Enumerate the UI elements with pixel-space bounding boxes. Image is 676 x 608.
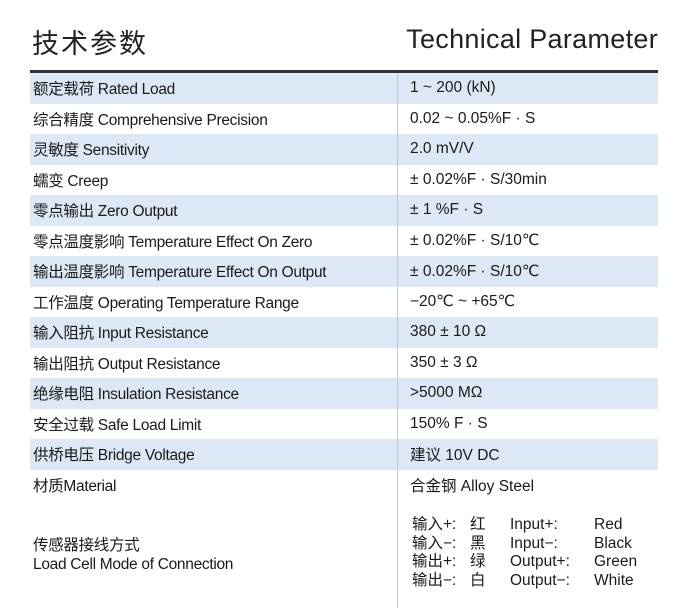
param-value: 2.0 mV/V xyxy=(410,140,474,158)
wire-en-label: Output+: xyxy=(510,553,570,570)
wire-en-color: White xyxy=(594,571,634,589)
param-value: 合金钢 Alloy Steel xyxy=(410,477,535,495)
param-name: 蠕变 Creep xyxy=(33,172,109,190)
table-row: 综合精度 Comprehensive Precision 0.02 ~ 0.05… xyxy=(30,104,658,135)
param-value: ± 1 %F · S xyxy=(410,201,484,219)
table-row: 绝缘电阻 Insulation Resistance >5000 MΩ xyxy=(30,378,658,409)
param-value: 380 ± 10 Ω xyxy=(410,323,487,341)
table-row: 额定载荷 Rated Load 1 ~ 200 (kN) xyxy=(30,73,658,104)
param-name: 供桥电压 Bridge Voltage xyxy=(33,447,195,465)
wire-cn-color: 黑 xyxy=(470,534,486,552)
param-name: 材质Material xyxy=(33,477,117,495)
connection-row: 传感器接线方式 Load Cell Mode of Connection 输入+… xyxy=(30,500,658,608)
param-name: 安全过载 Safe Load Limit xyxy=(33,416,202,434)
title-english: Technical Parameter xyxy=(406,24,658,54)
param-value: 150% F · S xyxy=(410,414,488,432)
table-row: 输出温度影响 Temperature Effect On Output ± 0.… xyxy=(30,256,658,287)
wire-en-label: Input−: xyxy=(510,534,558,552)
table-row: 材质Material 合金钢 Alloy Steel xyxy=(30,470,658,501)
param-value: 1 ~ 200 (kN) xyxy=(410,79,496,97)
param-name: 综合精度 Comprehensive Precision xyxy=(33,111,268,129)
param-value: 350 ± 3 Ω xyxy=(410,353,478,371)
param-name: 输入阻抗 Input Resistance xyxy=(33,325,209,343)
wire-en-color: Red xyxy=(594,516,623,533)
param-name: 输出阻抗 Output Resistance xyxy=(33,355,221,373)
table-row: 蠕变 Creep ± 0.02%F · S/30min xyxy=(30,165,658,196)
param-name: 零点输出 Zero Output xyxy=(33,203,178,221)
param-value: ± 0.02%F · S/30min xyxy=(410,170,547,188)
title-chinese: 技术参数 xyxy=(32,29,148,59)
connection-label-cn: 传感器接线方式 xyxy=(33,537,140,554)
connection-label-en: Load Cell Mode of Connection xyxy=(33,556,234,573)
wire-en-color: Green xyxy=(594,553,638,570)
wire-cn-color: 红 xyxy=(470,516,486,533)
param-name: 绝缘电阻 Insulation Resistance xyxy=(33,386,239,404)
wiring-table: 输入+: 红 Input+: Red 输入−: 黑 Input−: Black … xyxy=(412,516,654,590)
param-name: 输出温度影响 Temperature Effect On Output xyxy=(33,264,327,282)
table-row: 供桥电压 Bridge Voltage 建议 10V DC xyxy=(30,439,658,470)
param-name: 零点温度影响 Temperature Effect On Zero xyxy=(33,233,313,251)
param-value: >5000 MΩ xyxy=(410,384,483,402)
wire-cn-label: 输出+: xyxy=(412,553,457,570)
table-row: 输出阻抗 Output Resistance 350 ± 3 Ω xyxy=(30,348,658,379)
wire-cn-label: 输入−: xyxy=(412,534,457,552)
table-row: 安全过载 Safe Load Limit 150% F · S xyxy=(30,409,658,440)
param-value: ± 0.02%F · S/10℃ xyxy=(410,262,540,280)
wire-en-label: Output−: xyxy=(510,571,570,589)
parameter-table: 额定载荷 Rated Load 1 ~ 200 (kN) 综合精度 Compre… xyxy=(30,73,658,500)
param-name: 工作温度 Operating Temperature Range xyxy=(33,294,299,312)
wire-row: 输出+: 绿 Output+: Green xyxy=(412,553,654,572)
param-value: ± 0.02%F · S/10℃ xyxy=(410,232,540,250)
param-value: 0.02 ~ 0.05%F · S xyxy=(410,109,536,127)
wire-cn-label: 输出−: xyxy=(412,571,457,589)
wire-cn-color: 白 xyxy=(470,571,486,589)
connection-label: 传感器接线方式 Load Cell Mode of Connection xyxy=(33,536,233,574)
wire-cn-color: 绿 xyxy=(470,553,486,570)
table-row: 零点温度影响 Temperature Effect On Zero ± 0.02… xyxy=(30,226,658,257)
table-row: 工作温度 Operating Temperature Range −20℃ ~ … xyxy=(30,287,658,318)
wire-row: 输出−: 白 Output−: White xyxy=(412,572,654,591)
wire-row: 输入+: 红 Input+: Red xyxy=(412,516,654,535)
wire-row: 输入−: 黑 Input−: Black xyxy=(412,535,654,554)
table-row: 灵敏度 Sensitivity 2.0 mV/V xyxy=(30,134,658,165)
table-row: 输入阻抗 Input Resistance 380 ± 10 Ω xyxy=(30,317,658,348)
param-name: 灵敏度 Sensitivity xyxy=(33,142,150,160)
wire-cn-label: 输入+: xyxy=(412,516,457,533)
param-value: −20℃ ~ +65℃ xyxy=(410,293,516,311)
table-row: 零点输出 Zero Output ± 1 %F · S xyxy=(30,195,658,226)
page-header: 技术参数 Technical Parameter xyxy=(30,0,658,72)
column-divider xyxy=(397,73,398,608)
param-name: 额定载荷 Rated Load xyxy=(33,81,175,99)
wire-en-label: Input+: xyxy=(510,516,558,533)
header-divider xyxy=(30,70,658,73)
wire-en-color: Black xyxy=(594,534,632,552)
param-value: 建议 10V DC xyxy=(410,447,500,465)
